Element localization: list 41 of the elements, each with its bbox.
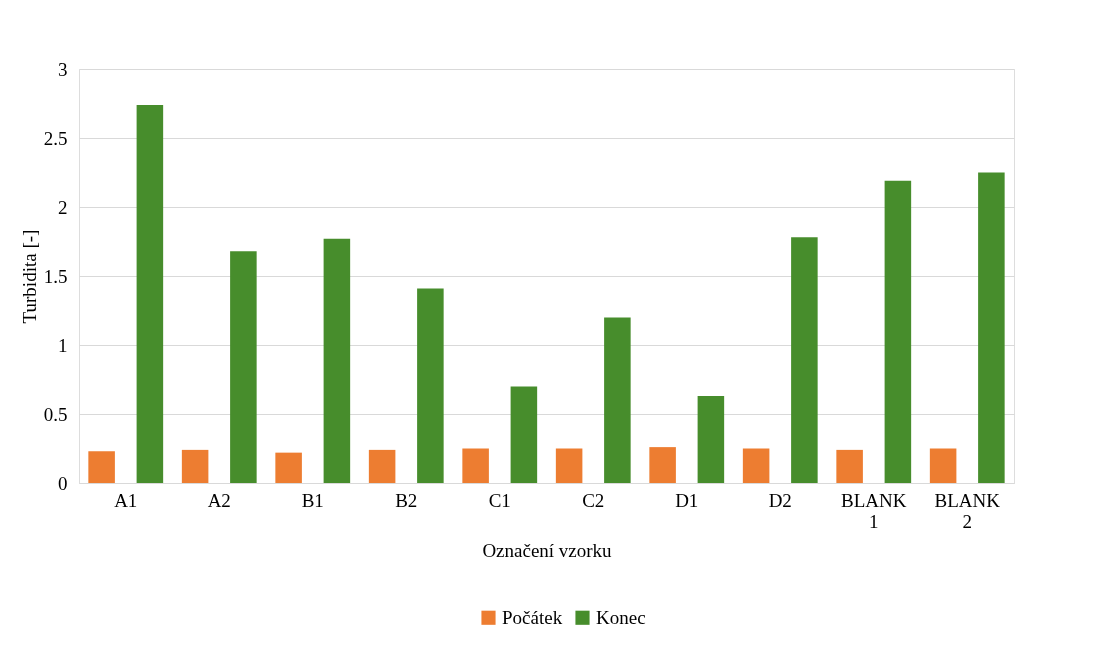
bar: [510, 386, 538, 483]
bar: [230, 251, 257, 483]
legend-label: Konec: [596, 606, 646, 628]
y-tick-label: 0.5: [43, 403, 68, 425]
x-tick-label: C2: [582, 489, 605, 511]
x-tick-label: D2: [768, 489, 792, 511]
y-tick-label: 2.5: [43, 127, 68, 149]
x-tick-label: BLANK 2: [934, 489, 1001, 532]
legend-label: Počátek: [502, 606, 563, 628]
bar: [884, 180, 912, 483]
x-tick-label: A2: [207, 489, 231, 511]
bar: [88, 451, 115, 483]
bar: [462, 448, 489, 483]
y-tick-label: 3: [58, 58, 68, 80]
bar: [978, 172, 1005, 483]
x-tick-label: A1: [114, 489, 138, 511]
bar: [929, 448, 957, 483]
bar: [417, 288, 444, 483]
bar: [791, 237, 818, 483]
bar: [368, 449, 396, 483]
bar: [836, 449, 863, 483]
bar: [555, 448, 583, 483]
bar: [697, 396, 725, 483]
bar: [136, 104, 164, 483]
bar: [742, 448, 770, 483]
x-tick-label: D1: [675, 489, 699, 511]
bar: [323, 238, 351, 483]
y-tick-label: 1: [58, 334, 68, 356]
bar: [275, 452, 302, 483]
bar: [649, 447, 676, 483]
x-tick-label: BLANK 1: [841, 489, 907, 532]
x-tick-label: B2: [395, 489, 418, 511]
y-tick-label: 2: [58, 196, 68, 218]
y-tick-label: 1.5: [43, 265, 68, 287]
bar: [181, 449, 209, 483]
x-tick-label: C1: [488, 489, 511, 511]
bar: [604, 317, 631, 483]
y-tick-label: 0: [58, 472, 68, 494]
x-axis-title: Označení vzorku: [482, 539, 613, 561]
y-axis-title: Turbidita [-]: [18, 229, 40, 324]
x-tick-label: B1: [301, 489, 324, 511]
